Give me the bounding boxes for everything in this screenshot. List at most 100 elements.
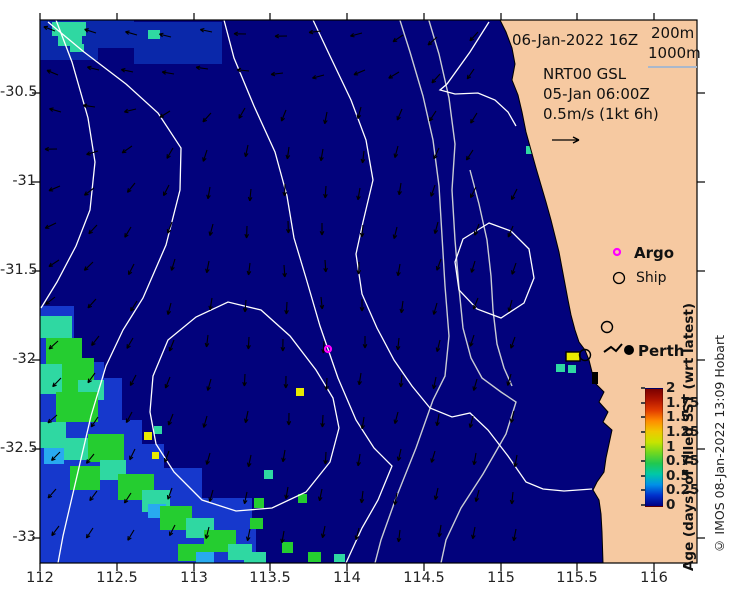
y-axis-tick-label: -31.5	[0, 262, 38, 278]
current-vector-arrow	[284, 301, 289, 315]
y-axis-tick-label: -32.5	[0, 440, 38, 456]
ssh-contour	[223, 20, 393, 563]
current-vector-arrow	[166, 487, 173, 500]
current-vector-arrow	[244, 225, 250, 239]
current-vector-arrow	[286, 412, 292, 426]
current-vector-arrow	[471, 526, 476, 540]
bathymetry-contour	[428, 20, 517, 563]
rottnest-island	[565, 351, 581, 362]
current-vector-arrow	[128, 263, 135, 276]
current-vector-arrow	[85, 527, 94, 539]
current-vector-arrow	[359, 490, 365, 504]
current-vector-arrow	[509, 491, 515, 505]
bathymetry-contour	[374, 20, 450, 563]
current-vector-arrow	[393, 145, 399, 158]
x-axis-tick-label: 115	[487, 570, 515, 586]
current-vector-arrow	[509, 410, 515, 423]
current-vector-arrow	[245, 528, 251, 542]
colorbar-tick-label: 1.75	[666, 394, 700, 411]
current-vector-arrow	[473, 223, 480, 236]
colorbar-tick-label: 0	[666, 497, 676, 513]
current-vector-arrow	[246, 336, 251, 350]
current-vectors	[43, 25, 518, 544]
map-datetime-label: 06-Jan-2022 16Z	[512, 31, 639, 49]
y-axis-tick-label: -30.5	[0, 84, 38, 100]
colorbar	[645, 388, 663, 507]
current-vector-arrow	[86, 150, 99, 156]
current-vector-arrow	[388, 71, 400, 79]
current-vector-arrow	[320, 525, 326, 539]
current-vector-arrow	[360, 150, 366, 164]
current-vector-arrow	[469, 334, 475, 347]
swan-river	[603, 343, 623, 353]
current-vector-arrow	[433, 487, 439, 501]
current-vector-arrow	[323, 111, 328, 125]
sst-age-patch	[64, 438, 90, 460]
current-vector-arrow	[472, 297, 479, 310]
current-vector-arrow	[125, 30, 138, 36]
colorbar-tick-label: 1.25	[666, 423, 700, 440]
current-vector-arrow	[396, 529, 402, 543]
sst-age-patch	[296, 388, 304, 396]
colorbar-tick-label: 1	[666, 438, 676, 455]
current-vector-arrow	[470, 186, 477, 199]
current-vector-arrow	[308, 29, 322, 35]
sst-age-patch	[44, 448, 64, 464]
current-vector-arrow	[323, 259, 328, 273]
sst-age-patch	[40, 316, 72, 338]
current-vector-arrow	[124, 108, 137, 114]
current-vector-arrow	[204, 526, 210, 539]
current-vector-arrow	[130, 300, 138, 312]
current-vector-arrow	[435, 413, 440, 427]
current-vector-arrow	[205, 260, 210, 274]
sst-age-patch	[154, 426, 162, 434]
current-vector-arrow	[242, 491, 248, 505]
current-vector-arrow	[399, 300, 405, 314]
current-vector-arrow	[159, 32, 172, 38]
current-vector-arrow	[350, 32, 363, 38]
sst-age-patch	[244, 552, 266, 563]
current-vector-arrow	[48, 259, 60, 268]
sst-age-patch	[254, 498, 264, 508]
current-vector-arrow	[169, 524, 176, 537]
current-vector-arrow	[356, 187, 361, 201]
current-vector-arrow	[88, 224, 98, 235]
current-vector-arrow	[356, 106, 362, 119]
current-vector-arrow	[166, 221, 173, 234]
current-vector-arrow	[233, 31, 247, 37]
current-vector-arrow	[159, 110, 171, 118]
perth-city-marker	[624, 345, 634, 355]
current-vector-arrow	[323, 451, 328, 465]
current-vector-arrow	[205, 452, 211, 465]
sst-age-patch	[308, 552, 321, 562]
credit-text: © IMOS 08-Jan-2022 13:09 Hobart	[712, 335, 727, 554]
sst-age-patch	[70, 44, 84, 52]
current-vector-arrow	[396, 263, 401, 277]
garden-island	[592, 372, 598, 384]
y-axis-tick-label: -33	[12, 529, 36, 545]
sst-age-patch	[334, 554, 345, 562]
current-vector-arrow	[46, 69, 59, 76]
current-vector-arrow	[83, 187, 95, 196]
current-vector-arrow	[247, 188, 253, 202]
colorbar-tick-mark	[641, 460, 645, 463]
vector-scale-label: 0.5m/s (1kt 6h)	[543, 105, 659, 123]
current-vector-arrow	[129, 448, 136, 461]
current-vector-arrow	[87, 372, 96, 384]
sst-age-patch	[526, 146, 534, 154]
current-vector-arrow	[170, 258, 176, 271]
current-vector-arrow	[312, 74, 325, 80]
sst-age-patch	[250, 518, 263, 529]
current-vector-arrow	[465, 149, 474, 161]
current-vector-arrow	[430, 184, 436, 197]
sst-age-patch	[152, 452, 159, 459]
current-vector-arrow	[123, 492, 132, 504]
current-vector-arrow	[126, 182, 136, 193]
current-vector-arrow	[435, 339, 441, 352]
current-vector-arrow	[124, 226, 132, 238]
current-vector-arrow	[284, 486, 289, 500]
current-vector-arrow	[472, 378, 478, 391]
current-vector-arrow	[52, 377, 62, 388]
current-vector-arrow	[270, 71, 284, 77]
